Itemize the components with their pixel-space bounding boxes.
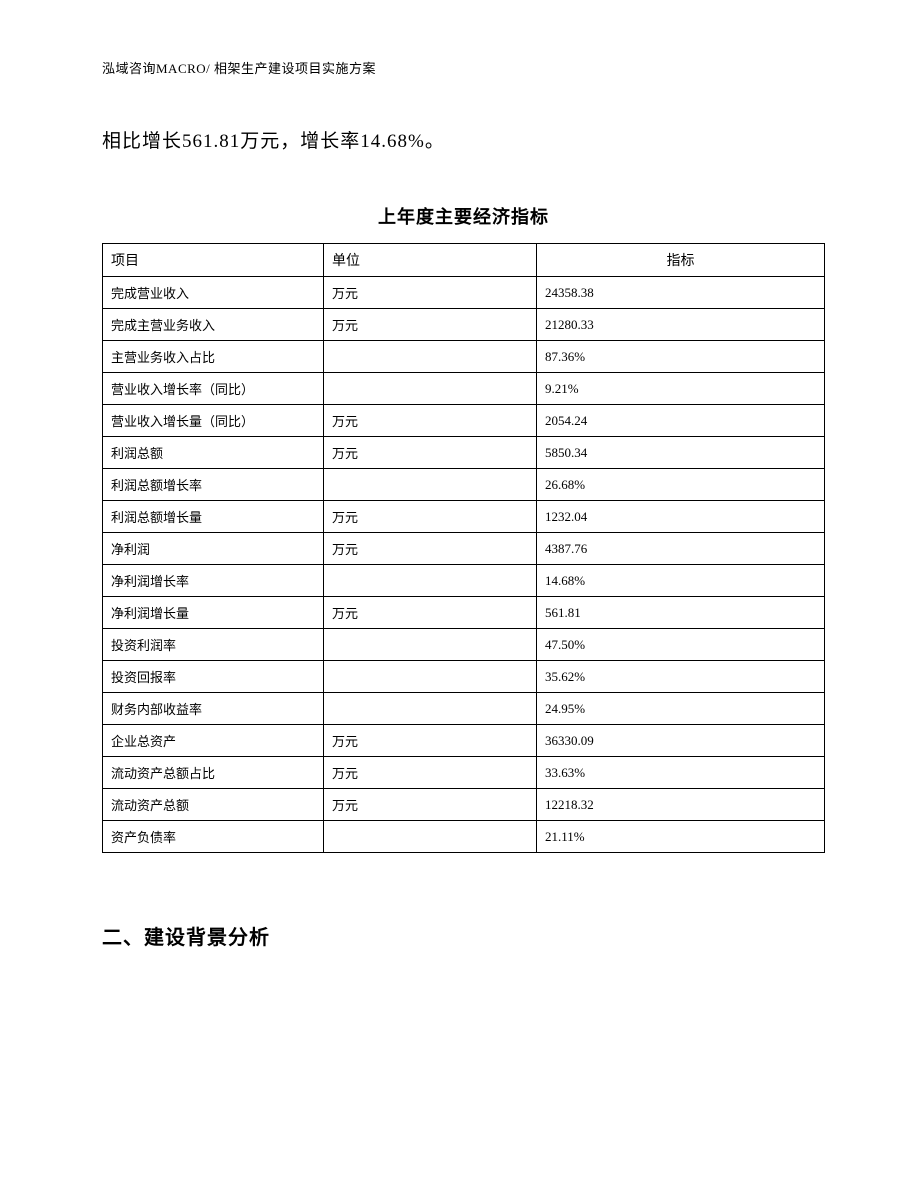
cell-name: 流动资产总额占比 bbox=[103, 757, 324, 789]
economic-indicators-table: 项目 单位 指标 完成营业收入 万元 24358.38 完成主营业务收入 万元 … bbox=[102, 243, 825, 853]
cell-name: 净利润增长率 bbox=[103, 565, 324, 597]
table-title: 上年度主要经济指标 bbox=[102, 203, 825, 229]
table-row: 营业收入增长率（同比） 9.21% bbox=[103, 373, 825, 405]
cell-unit: 万元 bbox=[324, 277, 537, 309]
table-row: 净利润增长量 万元 561.81 bbox=[103, 597, 825, 629]
cell-name: 完成主营业务收入 bbox=[103, 309, 324, 341]
table-row: 企业总资产 万元 36330.09 bbox=[103, 725, 825, 757]
cell-value: 21.11% bbox=[537, 821, 825, 853]
cell-value: 9.21% bbox=[537, 373, 825, 405]
cell-unit: 万元 bbox=[324, 725, 537, 757]
cell-name: 净利润 bbox=[103, 533, 324, 565]
table-row: 主营业务收入占比 87.36% bbox=[103, 341, 825, 373]
cell-value: 47.50% bbox=[537, 629, 825, 661]
cell-unit bbox=[324, 629, 537, 661]
cell-unit: 万元 bbox=[324, 533, 537, 565]
intro-text: 相比增长561.81万元，增长率14.68%。 bbox=[102, 125, 825, 159]
cell-name: 财务内部收益率 bbox=[103, 693, 324, 725]
cell-unit bbox=[324, 565, 537, 597]
cell-name: 利润总额增长率 bbox=[103, 469, 324, 501]
table-row: 净利润 万元 4387.76 bbox=[103, 533, 825, 565]
cell-unit: 万元 bbox=[324, 437, 537, 469]
cell-name: 流动资产总额 bbox=[103, 789, 324, 821]
header-col-value: 指标 bbox=[537, 244, 825, 277]
table-row: 投资利润率 47.50% bbox=[103, 629, 825, 661]
table-row: 利润总额增长量 万元 1232.04 bbox=[103, 501, 825, 533]
cell-unit bbox=[324, 693, 537, 725]
table-row: 流动资产总额占比 万元 33.63% bbox=[103, 757, 825, 789]
cell-value: 21280.33 bbox=[537, 309, 825, 341]
cell-name: 主营业务收入占比 bbox=[103, 341, 324, 373]
cell-name: 资产负债率 bbox=[103, 821, 324, 853]
page-header: 泓域咨询MACRO/ 相架生产建设项目实施方案 bbox=[102, 58, 825, 77]
cell-name: 投资回报率 bbox=[103, 661, 324, 693]
cell-name: 营业收入增长量（同比） bbox=[103, 405, 324, 437]
cell-value: 36330.09 bbox=[537, 725, 825, 757]
cell-unit bbox=[324, 341, 537, 373]
cell-value: 2054.24 bbox=[537, 405, 825, 437]
cell-value: 26.68% bbox=[537, 469, 825, 501]
table-row: 营业收入增长量（同比） 万元 2054.24 bbox=[103, 405, 825, 437]
cell-value: 561.81 bbox=[537, 597, 825, 629]
cell-value: 5850.34 bbox=[537, 437, 825, 469]
cell-value: 4387.76 bbox=[537, 533, 825, 565]
cell-unit: 万元 bbox=[324, 405, 537, 437]
cell-unit bbox=[324, 373, 537, 405]
cell-name: 企业总资产 bbox=[103, 725, 324, 757]
header-col-unit: 单位 bbox=[324, 244, 537, 277]
cell-name: 利润总额 bbox=[103, 437, 324, 469]
cell-unit: 万元 bbox=[324, 597, 537, 629]
cell-name: 利润总额增长量 bbox=[103, 501, 324, 533]
table-row: 利润总额增长率 26.68% bbox=[103, 469, 825, 501]
cell-value: 1232.04 bbox=[537, 501, 825, 533]
header-col-project: 项目 bbox=[103, 244, 324, 277]
cell-unit: 万元 bbox=[324, 309, 537, 341]
cell-value: 24358.38 bbox=[537, 277, 825, 309]
cell-value: 33.63% bbox=[537, 757, 825, 789]
cell-name: 投资利润率 bbox=[103, 629, 324, 661]
table-row: 投资回报率 35.62% bbox=[103, 661, 825, 693]
cell-value: 14.68% bbox=[537, 565, 825, 597]
cell-unit: 万元 bbox=[324, 757, 537, 789]
table-row: 财务内部收益率 24.95% bbox=[103, 693, 825, 725]
cell-unit bbox=[324, 821, 537, 853]
table-row: 完成营业收入 万元 24358.38 bbox=[103, 277, 825, 309]
cell-unit: 万元 bbox=[324, 501, 537, 533]
cell-unit bbox=[324, 661, 537, 693]
cell-unit bbox=[324, 469, 537, 501]
section-heading: 二、建设背景分析 bbox=[102, 921, 825, 950]
cell-name: 完成营业收入 bbox=[103, 277, 324, 309]
table-row: 完成主营业务收入 万元 21280.33 bbox=[103, 309, 825, 341]
cell-unit: 万元 bbox=[324, 789, 537, 821]
cell-name: 净利润增长量 bbox=[103, 597, 324, 629]
table-row: 资产负债率 21.11% bbox=[103, 821, 825, 853]
cell-value: 35.62% bbox=[537, 661, 825, 693]
cell-value: 24.95% bbox=[537, 693, 825, 725]
table-header-row: 项目 单位 指标 bbox=[103, 244, 825, 277]
table-row: 利润总额 万元 5850.34 bbox=[103, 437, 825, 469]
cell-name: 营业收入增长率（同比） bbox=[103, 373, 324, 405]
cell-value: 87.36% bbox=[537, 341, 825, 373]
cell-value: 12218.32 bbox=[537, 789, 825, 821]
table-row: 流动资产总额 万元 12218.32 bbox=[103, 789, 825, 821]
table-row: 净利润增长率 14.68% bbox=[103, 565, 825, 597]
table-body: 完成营业收入 万元 24358.38 完成主营业务收入 万元 21280.33 … bbox=[103, 277, 825, 853]
